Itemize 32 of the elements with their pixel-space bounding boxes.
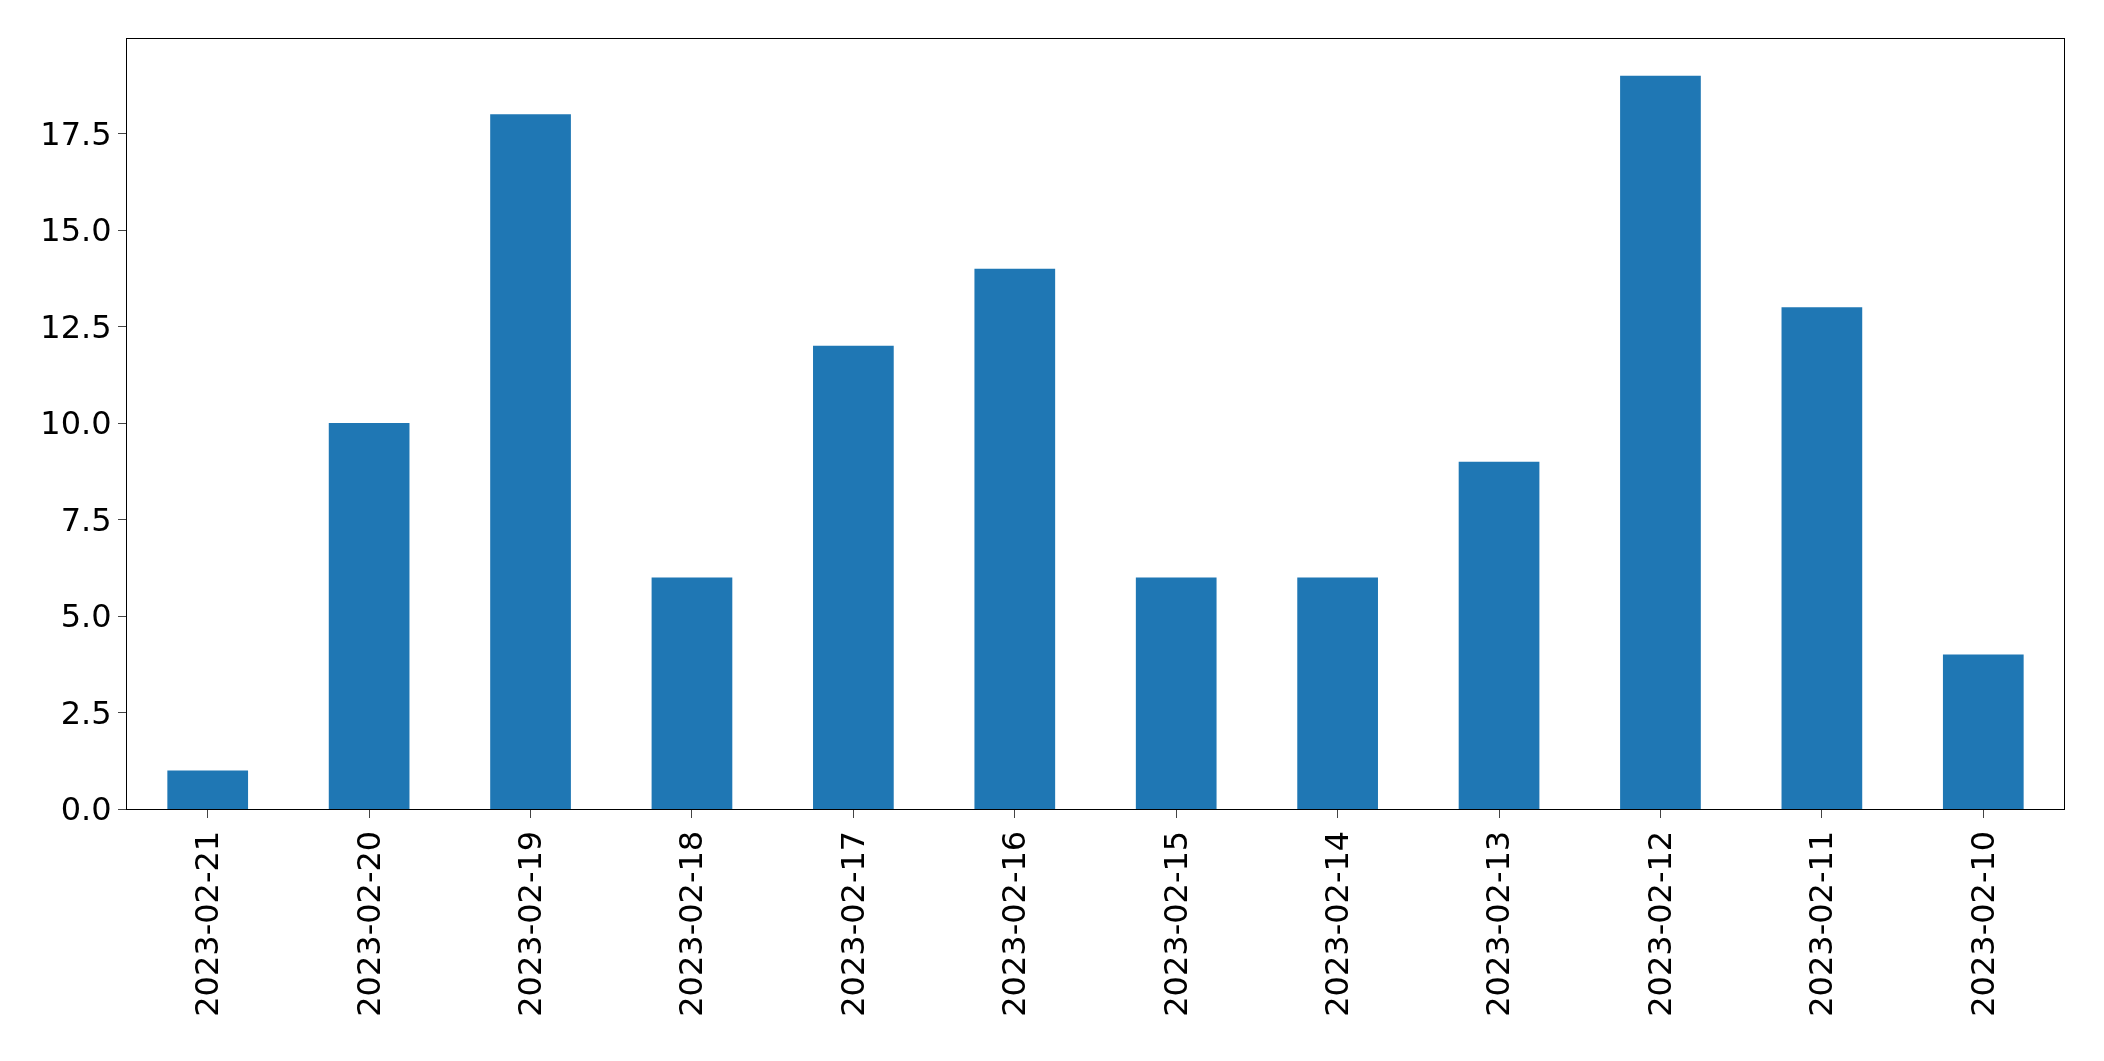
x-tick-label: 2023-02-13 — [1479, 830, 1518, 1017]
y-tick-label: 15.0 — [40, 211, 112, 250]
bar — [974, 268, 1056, 809]
x-tick-label: 2023-02-19 — [510, 830, 549, 1017]
x-tick-label: 2023-02-20 — [349, 830, 388, 1017]
bar — [328, 423, 410, 809]
bar — [813, 345, 894, 809]
bar — [1781, 307, 1863, 809]
bar — [167, 770, 249, 809]
x-tick-label: 2023-02-12 — [1640, 830, 1679, 1017]
y-tick-label: 12.5 — [40, 307, 112, 346]
y-tick-label: 0.0 — [60, 790, 112, 829]
x-tick-label: 2023-02-15 — [1156, 830, 1195, 1017]
y-tick-label: 2.5 — [60, 693, 112, 732]
x-tick-label: 2023-02-11 — [1802, 830, 1841, 1017]
y-tick-label: 10.0 — [40, 404, 112, 443]
x-tick-label: 2023-02-21 — [188, 830, 227, 1017]
bar — [651, 577, 733, 809]
x-tick-label: 2023-02-16 — [995, 830, 1034, 1017]
bar — [1135, 577, 1217, 809]
bar — [1458, 461, 1540, 809]
y-tick-label: 7.5 — [60, 500, 112, 539]
x-tick-label: 2023-02-10 — [1963, 830, 2002, 1017]
x-tick-label: 2023-02-18 — [672, 830, 711, 1017]
y-tick-label: 17.5 — [40, 114, 112, 153]
bar — [490, 114, 571, 809]
y-tick-label: 5.0 — [60, 597, 112, 636]
bar — [1297, 577, 1378, 809]
x-tick-label: 2023-02-14 — [1318, 830, 1357, 1017]
bar — [1620, 75, 1701, 809]
x-tick-label: 2023-02-17 — [833, 830, 872, 1017]
bar — [1942, 654, 2024, 809]
